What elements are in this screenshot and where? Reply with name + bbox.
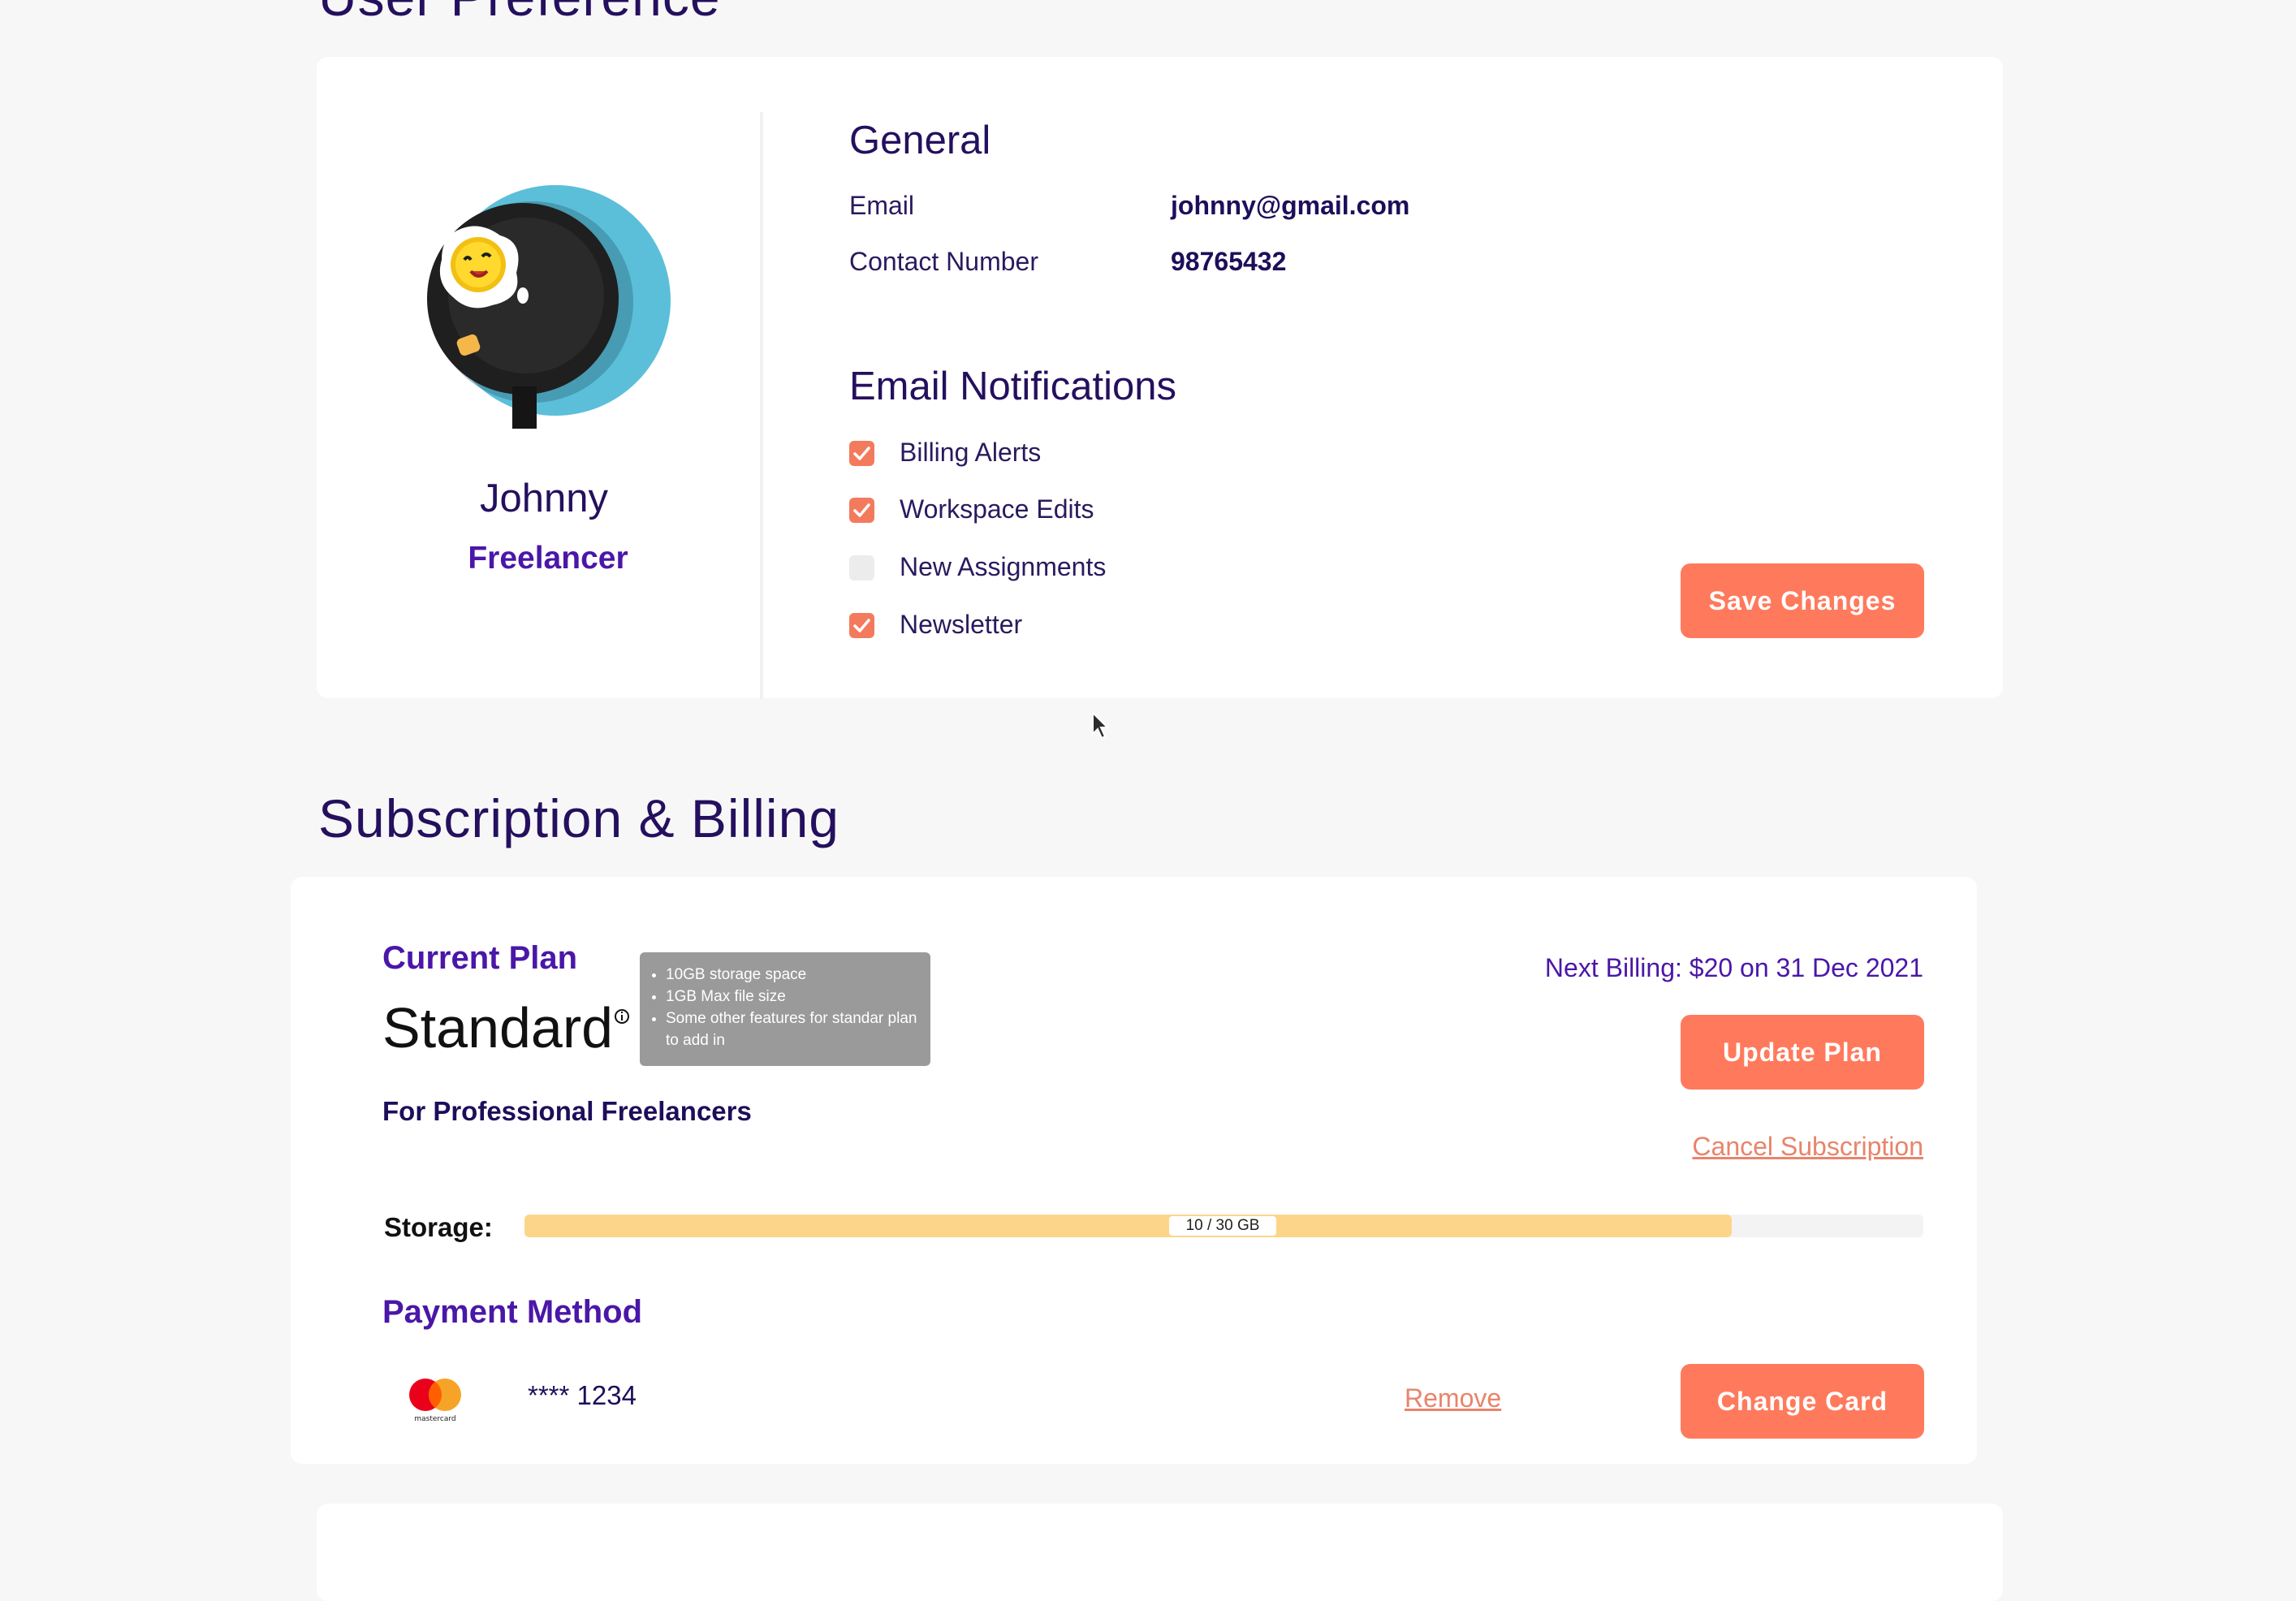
tooltip-item: 1GB Max file size bbox=[666, 986, 917, 1008]
workspace-edits-label[interactable]: Workspace Edits bbox=[900, 494, 1094, 524]
newsletter-checkbox[interactable] bbox=[849, 613, 874, 638]
storage-bar-fill bbox=[524, 1215, 1732, 1237]
storage-label: Storage: bbox=[384, 1212, 493, 1242]
plan-tagline: For Professional Freelancers bbox=[382, 1096, 752, 1126]
billing-alerts-label[interactable]: Billing Alerts bbox=[900, 438, 1042, 467]
subscription-billing-title: Subscription & Billing bbox=[318, 788, 839, 848]
profile-role: Freelancer bbox=[468, 541, 628, 576]
payment-method-title: Payment Method bbox=[382, 1294, 643, 1330]
remove-card-link[interactable]: Remove bbox=[1405, 1383, 1502, 1413]
email-label: Email bbox=[849, 191, 915, 220]
update-plan-button[interactable]: Update Plan bbox=[1681, 1015, 1924, 1090]
mouse-cursor-icon bbox=[1091, 710, 1111, 744]
vertical-divider bbox=[760, 112, 763, 699]
workspace-edits-checkbox[interactable] bbox=[849, 498, 874, 523]
save-changes-button[interactable]: Save Changes bbox=[1681, 563, 1924, 638]
current-plan-label: Current Plan bbox=[382, 940, 578, 976]
user-preference-title: User Preference bbox=[318, 0, 721, 28]
email-value: johnny@gmail.com bbox=[1171, 191, 1410, 220]
card-number: **** 1234 bbox=[528, 1380, 637, 1410]
newsletter-label[interactable]: Newsletter bbox=[900, 610, 1023, 639]
check-icon bbox=[853, 447, 870, 460]
check-icon bbox=[853, 619, 870, 632]
next-billing: Next Billing: $20 on 31 Dec 2021 bbox=[1544, 953, 1923, 982]
tooltip-item: Some other features for standar plan to … bbox=[666, 1008, 917, 1051]
new-assignments-label[interactable]: New Assignments bbox=[900, 552, 1107, 581]
contact-value: 98765432 bbox=[1171, 247, 1287, 276]
cancel-subscription-link[interactable]: Cancel Subscription bbox=[1692, 1132, 1923, 1161]
profile-name: Johnny bbox=[479, 477, 608, 520]
storage-text: 10 / 30 GB bbox=[1169, 1216, 1276, 1236]
plan-features-tooltip: 10GB storage space 1GB Max file size Som… bbox=[640, 952, 930, 1066]
email-notifications-title: Email Notifications bbox=[849, 365, 1177, 408]
storage-bar: 10 / 30 GB bbox=[524, 1215, 1923, 1237]
svg-text:mastercard: mastercard bbox=[414, 1415, 455, 1423]
tooltip-item: 10GB storage space bbox=[666, 964, 917, 986]
check-icon bbox=[853, 503, 870, 517]
user-preference-card: Johnny Freelancer General Email johnny@g… bbox=[317, 57, 2003, 699]
new-assignments-checkbox[interactable] bbox=[849, 555, 874, 580]
billing-alerts-checkbox[interactable] bbox=[849, 441, 874, 466]
avatar bbox=[427, 185, 671, 429]
mastercard-icon: mastercard bbox=[406, 1377, 468, 1428]
change-card-button[interactable]: Change Card bbox=[1681, 1364, 1924, 1439]
plan-name: Standard bbox=[382, 996, 614, 1059]
subscription-card: Current Plan Standard 10GB storage space… bbox=[291, 877, 1977, 1464]
info-icon[interactable] bbox=[614, 1008, 630, 1029]
avatar-image bbox=[427, 185, 671, 429]
next-section-card bbox=[317, 1504, 2003, 1601]
contact-label: Contact Number bbox=[849, 247, 1038, 276]
general-title: General bbox=[849, 119, 991, 162]
